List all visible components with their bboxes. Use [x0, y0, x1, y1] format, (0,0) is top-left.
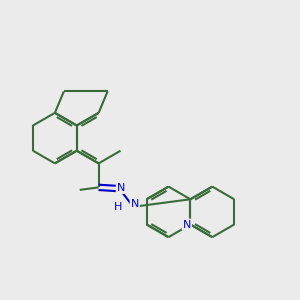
Text: N: N	[183, 220, 191, 230]
Text: N: N	[117, 183, 125, 193]
Text: H: H	[114, 202, 122, 212]
Text: N: N	[130, 200, 139, 209]
